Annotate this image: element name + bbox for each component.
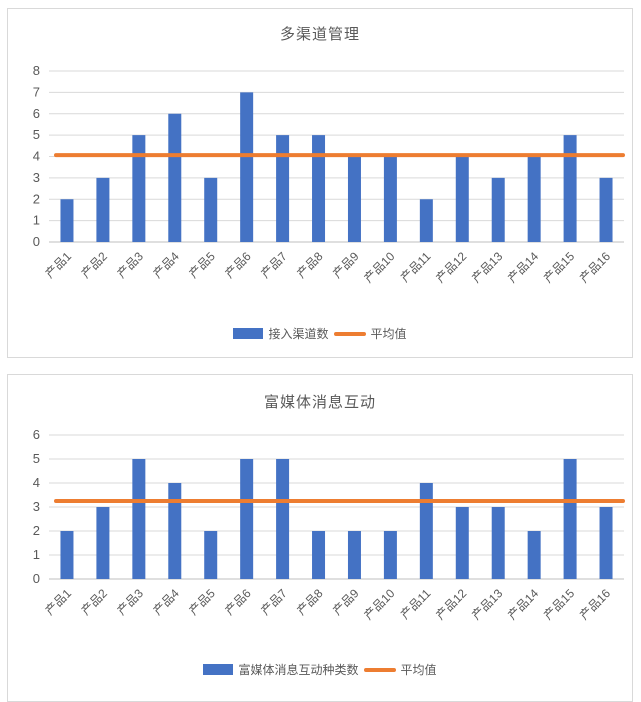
y-tick-label: 1 bbox=[33, 213, 40, 228]
y-tick-label: 3 bbox=[33, 170, 40, 185]
chart-legend: 接入渠道数 平均值 bbox=[8, 325, 632, 342]
x-tick-label: 产品4 bbox=[150, 249, 182, 281]
bar bbox=[419, 199, 433, 242]
x-tick-label: 产品8 bbox=[294, 249, 326, 281]
x-tick-label: 产品4 bbox=[150, 586, 182, 618]
x-tick-label: 产品11 bbox=[398, 249, 434, 285]
x-tick-label: 产品2 bbox=[78, 586, 110, 618]
bar bbox=[527, 531, 541, 579]
bar bbox=[312, 531, 326, 579]
bar bbox=[204, 177, 218, 242]
y-tick-label: 6 bbox=[33, 427, 40, 442]
chart-panel-richmedia: 0 1 2 3 4 5 6 产品1 产品2 产品3 产品4 产品5 产品6 产品7 产品8 产品9 产品10 产品… bbox=[7, 374, 633, 702]
legend-line-label: 平均值 bbox=[400, 663, 437, 677]
bar bbox=[563, 459, 577, 579]
bar bbox=[60, 199, 74, 242]
x-tick-label: 产品1 bbox=[42, 586, 74, 618]
y-tick-label: 3 bbox=[33, 499, 40, 514]
bar bbox=[96, 177, 110, 242]
y-tick-label: 0 bbox=[33, 571, 40, 586]
y-tick-label: 5 bbox=[33, 451, 40, 466]
legend-bar-swatch-icon bbox=[233, 328, 264, 339]
bar bbox=[168, 113, 182, 242]
chart-title: 富媒体消息互动 bbox=[263, 394, 376, 411]
x-tick-label: 产品8 bbox=[294, 586, 326, 618]
chart-title: 多渠道管理 bbox=[279, 26, 360, 43]
bar bbox=[204, 531, 218, 579]
bar bbox=[60, 531, 74, 579]
bar bbox=[347, 156, 361, 242]
x-tick-label: 产品13 bbox=[469, 249, 506, 286]
legend-bar-label: 富媒体消息互动种类数 bbox=[238, 663, 359, 677]
x-tick-label: 产品11 bbox=[398, 586, 434, 622]
x-tick-label: 产品13 bbox=[469, 586, 506, 623]
bar bbox=[419, 483, 433, 579]
x-tick-label: 产品12 bbox=[433, 249, 470, 286]
y-tick-label: 2 bbox=[33, 523, 40, 538]
y-tick-label: 2 bbox=[33, 191, 40, 206]
x-tick-label: 产品9 bbox=[330, 586, 362, 618]
x-tick-label: 产品6 bbox=[222, 586, 254, 618]
bar bbox=[527, 156, 541, 242]
x-tick-label: 产品3 bbox=[114, 586, 146, 618]
bar bbox=[132, 135, 146, 242]
bar bbox=[240, 92, 254, 242]
x-tick-label: 产品3 bbox=[114, 249, 146, 281]
bar bbox=[599, 507, 613, 579]
x-tick-label: 产品14 bbox=[505, 586, 542, 623]
bar bbox=[563, 135, 577, 242]
bar bbox=[132, 459, 146, 579]
x-tick-label: 产品16 bbox=[577, 249, 614, 286]
legend-bar-swatch-icon bbox=[203, 664, 234, 675]
multichannel-chart-plot: 0 1 2 3 4 5 6 7 8 产品1 产品2 产品3 产品4 产品5 产品6 产品7 产品8 产品9 产品10… bbox=[33, 63, 625, 286]
legend-line-swatch-icon bbox=[333, 331, 366, 336]
y-tick-label: 8 bbox=[33, 63, 40, 78]
x-tick-label: 产品15 bbox=[541, 586, 578, 623]
x-tick-label: 产品10 bbox=[361, 249, 398, 286]
x-tick-label: 产品7 bbox=[258, 586, 290, 618]
bar bbox=[276, 135, 290, 242]
x-tick-label: 产品5 bbox=[186, 586, 218, 618]
legend-bar-label: 接入渠道数 bbox=[268, 327, 329, 341]
x-tick-label: 产品6 bbox=[222, 249, 254, 281]
y-tick-label: 6 bbox=[33, 106, 40, 121]
y-tick-label: 5 bbox=[33, 127, 40, 142]
x-tick-label: 产品9 bbox=[330, 249, 362, 281]
bar bbox=[96, 507, 110, 579]
y-tick-label: 1 bbox=[33, 547, 40, 562]
bar bbox=[312, 135, 326, 242]
bar bbox=[455, 507, 469, 579]
legend-line-label: 平均值 bbox=[370, 327, 407, 341]
bar bbox=[383, 531, 397, 579]
x-tick-label: 产品16 bbox=[577, 586, 614, 623]
chart-panel-multichannel: 0 1 2 3 4 5 6 7 8 产品1 产品2 产品3 产品4 产品5 产品6 产品7 产品8 产品9 产品10… bbox=[7, 8, 633, 358]
y-tick-label: 4 bbox=[33, 149, 40, 164]
bar bbox=[168, 483, 182, 579]
y-tick-label: 7 bbox=[33, 84, 40, 99]
x-tick-label: 产品7 bbox=[258, 249, 290, 281]
chart-legend: 富媒体消息互动种类数 平均值 bbox=[8, 661, 632, 678]
x-tick-label: 产品12 bbox=[433, 586, 470, 623]
x-tick-label: 产品15 bbox=[541, 249, 578, 286]
y-tick-label: 0 bbox=[33, 234, 40, 249]
y-tick-label: 4 bbox=[33, 475, 40, 490]
bar bbox=[455, 156, 469, 242]
x-tick-label: 产品5 bbox=[186, 249, 218, 281]
bar bbox=[491, 507, 505, 579]
bar bbox=[347, 531, 361, 579]
bar bbox=[599, 177, 613, 242]
x-tick-label: 产品1 bbox=[42, 249, 74, 281]
bar bbox=[383, 156, 397, 242]
bar bbox=[240, 459, 254, 579]
legend-line-swatch-icon bbox=[363, 667, 396, 672]
bar bbox=[491, 177, 505, 242]
x-tick-label: 产品10 bbox=[361, 586, 398, 623]
bar bbox=[276, 459, 290, 579]
x-tick-label: 产品14 bbox=[505, 249, 542, 286]
x-tick-label: 产品2 bbox=[78, 249, 110, 281]
